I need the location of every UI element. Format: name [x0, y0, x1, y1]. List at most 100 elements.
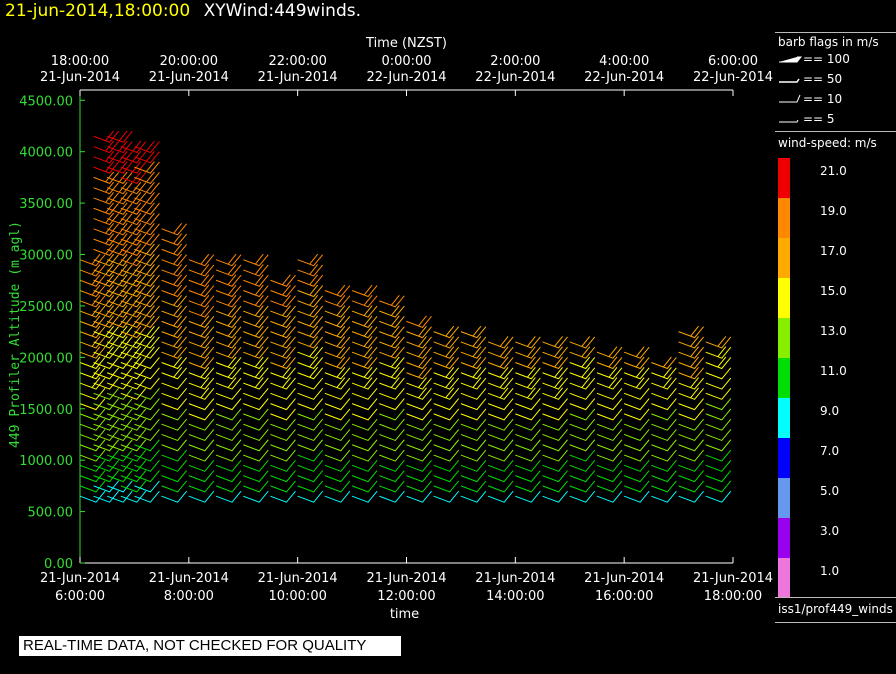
y-axis-title: 449 Profiler Altitude (m agl) [8, 221, 23, 448]
wind-barb-shaft [433, 459, 460, 472]
wind-barb-shaft [107, 480, 133, 493]
wind-barb [351, 418, 378, 431]
wind-barb [351, 388, 378, 400]
wind-barb-shaft [270, 367, 296, 380]
wind-barb [134, 429, 160, 442]
wind-barb-shaft [270, 388, 296, 400]
wind-barb-shaft [705, 439, 732, 452]
wind-barb [705, 336, 732, 349]
wind-barb-shaft [569, 439, 596, 452]
wind-barb [134, 439, 160, 452]
wind-barb-flag [118, 305, 128, 316]
wind-barb [297, 490, 324, 503]
wind-barb-shaft [161, 480, 188, 493]
wind-barb-flag [146, 346, 155, 358]
wind-barb [120, 171, 147, 184]
wind-barb-shaft [215, 449, 242, 462]
wind-barb-shaft [651, 490, 677, 503]
wind-barb-flag [132, 315, 142, 327]
wind-barb [134, 264, 160, 277]
wind-barb [678, 429, 704, 442]
wind-barb [161, 264, 188, 277]
wind-barb [134, 449, 160, 462]
wind-barb [161, 480, 188, 493]
wind-barb [79, 377, 106, 390]
wind-barb-flag [336, 325, 346, 337]
wind-barb-flag [227, 294, 237, 306]
wind-barb-shaft [215, 285, 242, 298]
wind-barb [379, 480, 405, 493]
wind-barb [487, 408, 514, 421]
wind-barb-shaft [542, 336, 568, 349]
wind-barb [569, 377, 596, 390]
wind-barb [93, 202, 119, 215]
wind-barb-flag [282, 336, 291, 347]
wind-barb-flag [118, 161, 128, 172]
wind-barb [623, 449, 650, 462]
wind-barb [596, 429, 623, 442]
wind-barb [379, 398, 405, 411]
wind-barb-flag [146, 181, 155, 193]
wind-barb-flag [200, 377, 210, 388]
wind-barb [79, 315, 106, 328]
wind-barb [270, 366, 296, 380]
wind-barb [120, 181, 147, 195]
wind-barb-shaft [243, 336, 269, 349]
wind-barb-shaft [107, 244, 133, 256]
wind-barb-flag [91, 325, 101, 337]
wind-barb-flag [173, 315, 183, 327]
wind-barb-shaft [270, 418, 296, 431]
wind-barb [93, 418, 119, 431]
wind-barb [215, 264, 242, 277]
wind-barb-shaft [79, 377, 106, 390]
wind-barb [351, 470, 378, 483]
wind-barb-shaft [351, 470, 378, 483]
wind-barb [379, 336, 405, 349]
wind-barb [134, 294, 160, 308]
wind-barb [134, 274, 160, 287]
wind-barb [134, 202, 160, 215]
wind-barb [243, 274, 269, 287]
wind-barb-shaft [596, 490, 623, 503]
wind-barb [79, 449, 106, 462]
wind-barb-shaft [297, 459, 324, 472]
wind-barb-flag [132, 140, 142, 152]
wind-barb-shaft [351, 305, 378, 318]
wind-barb-shaft [215, 480, 242, 493]
wind-barb-flag [200, 387, 210, 399]
wind-barb [161, 449, 188, 462]
wind-barb [120, 429, 147, 442]
wind-barb [79, 284, 106, 298]
wind-barb-shaft [215, 429, 242, 442]
wind-barb [297, 429, 324, 442]
wind-barb-shaft [433, 470, 460, 483]
wind-barb-flag [91, 356, 101, 368]
wind-barb [542, 336, 568, 349]
wind-barb-shaft [270, 346, 296, 359]
wind-barb [215, 398, 242, 411]
wind-barb-shaft [107, 285, 133, 298]
wind-barb [433, 356, 460, 370]
wind-barb-shaft [705, 449, 732, 462]
wind-barb-shaft [651, 480, 677, 493]
speed-scale-label: 21.0 [820, 164, 847, 178]
wind-barb-shaft [120, 357, 147, 370]
wind-barb-flag [132, 202, 142, 214]
wind-barb-flag [254, 264, 264, 275]
wind-barb-flag [309, 305, 319, 316]
wind-barb-flag [282, 305, 291, 316]
wind-barb [324, 449, 351, 462]
wind-barb [351, 408, 378, 421]
wind-barb [596, 408, 623, 421]
wind-barb-shaft [215, 326, 242, 339]
wind-barb-shaft [569, 367, 596, 380]
wind-barb-shaft [487, 336, 514, 349]
wind-barb-shaft [460, 439, 487, 452]
wind-barb-shaft [705, 367, 732, 380]
wind-barb [188, 480, 215, 493]
wind-barb-flag [554, 346, 563, 358]
wind-barb [134, 315, 160, 328]
wind-barb-shaft [651, 408, 677, 421]
wind-barb-shaft [351, 480, 378, 493]
wind-barb [107, 223, 133, 236]
